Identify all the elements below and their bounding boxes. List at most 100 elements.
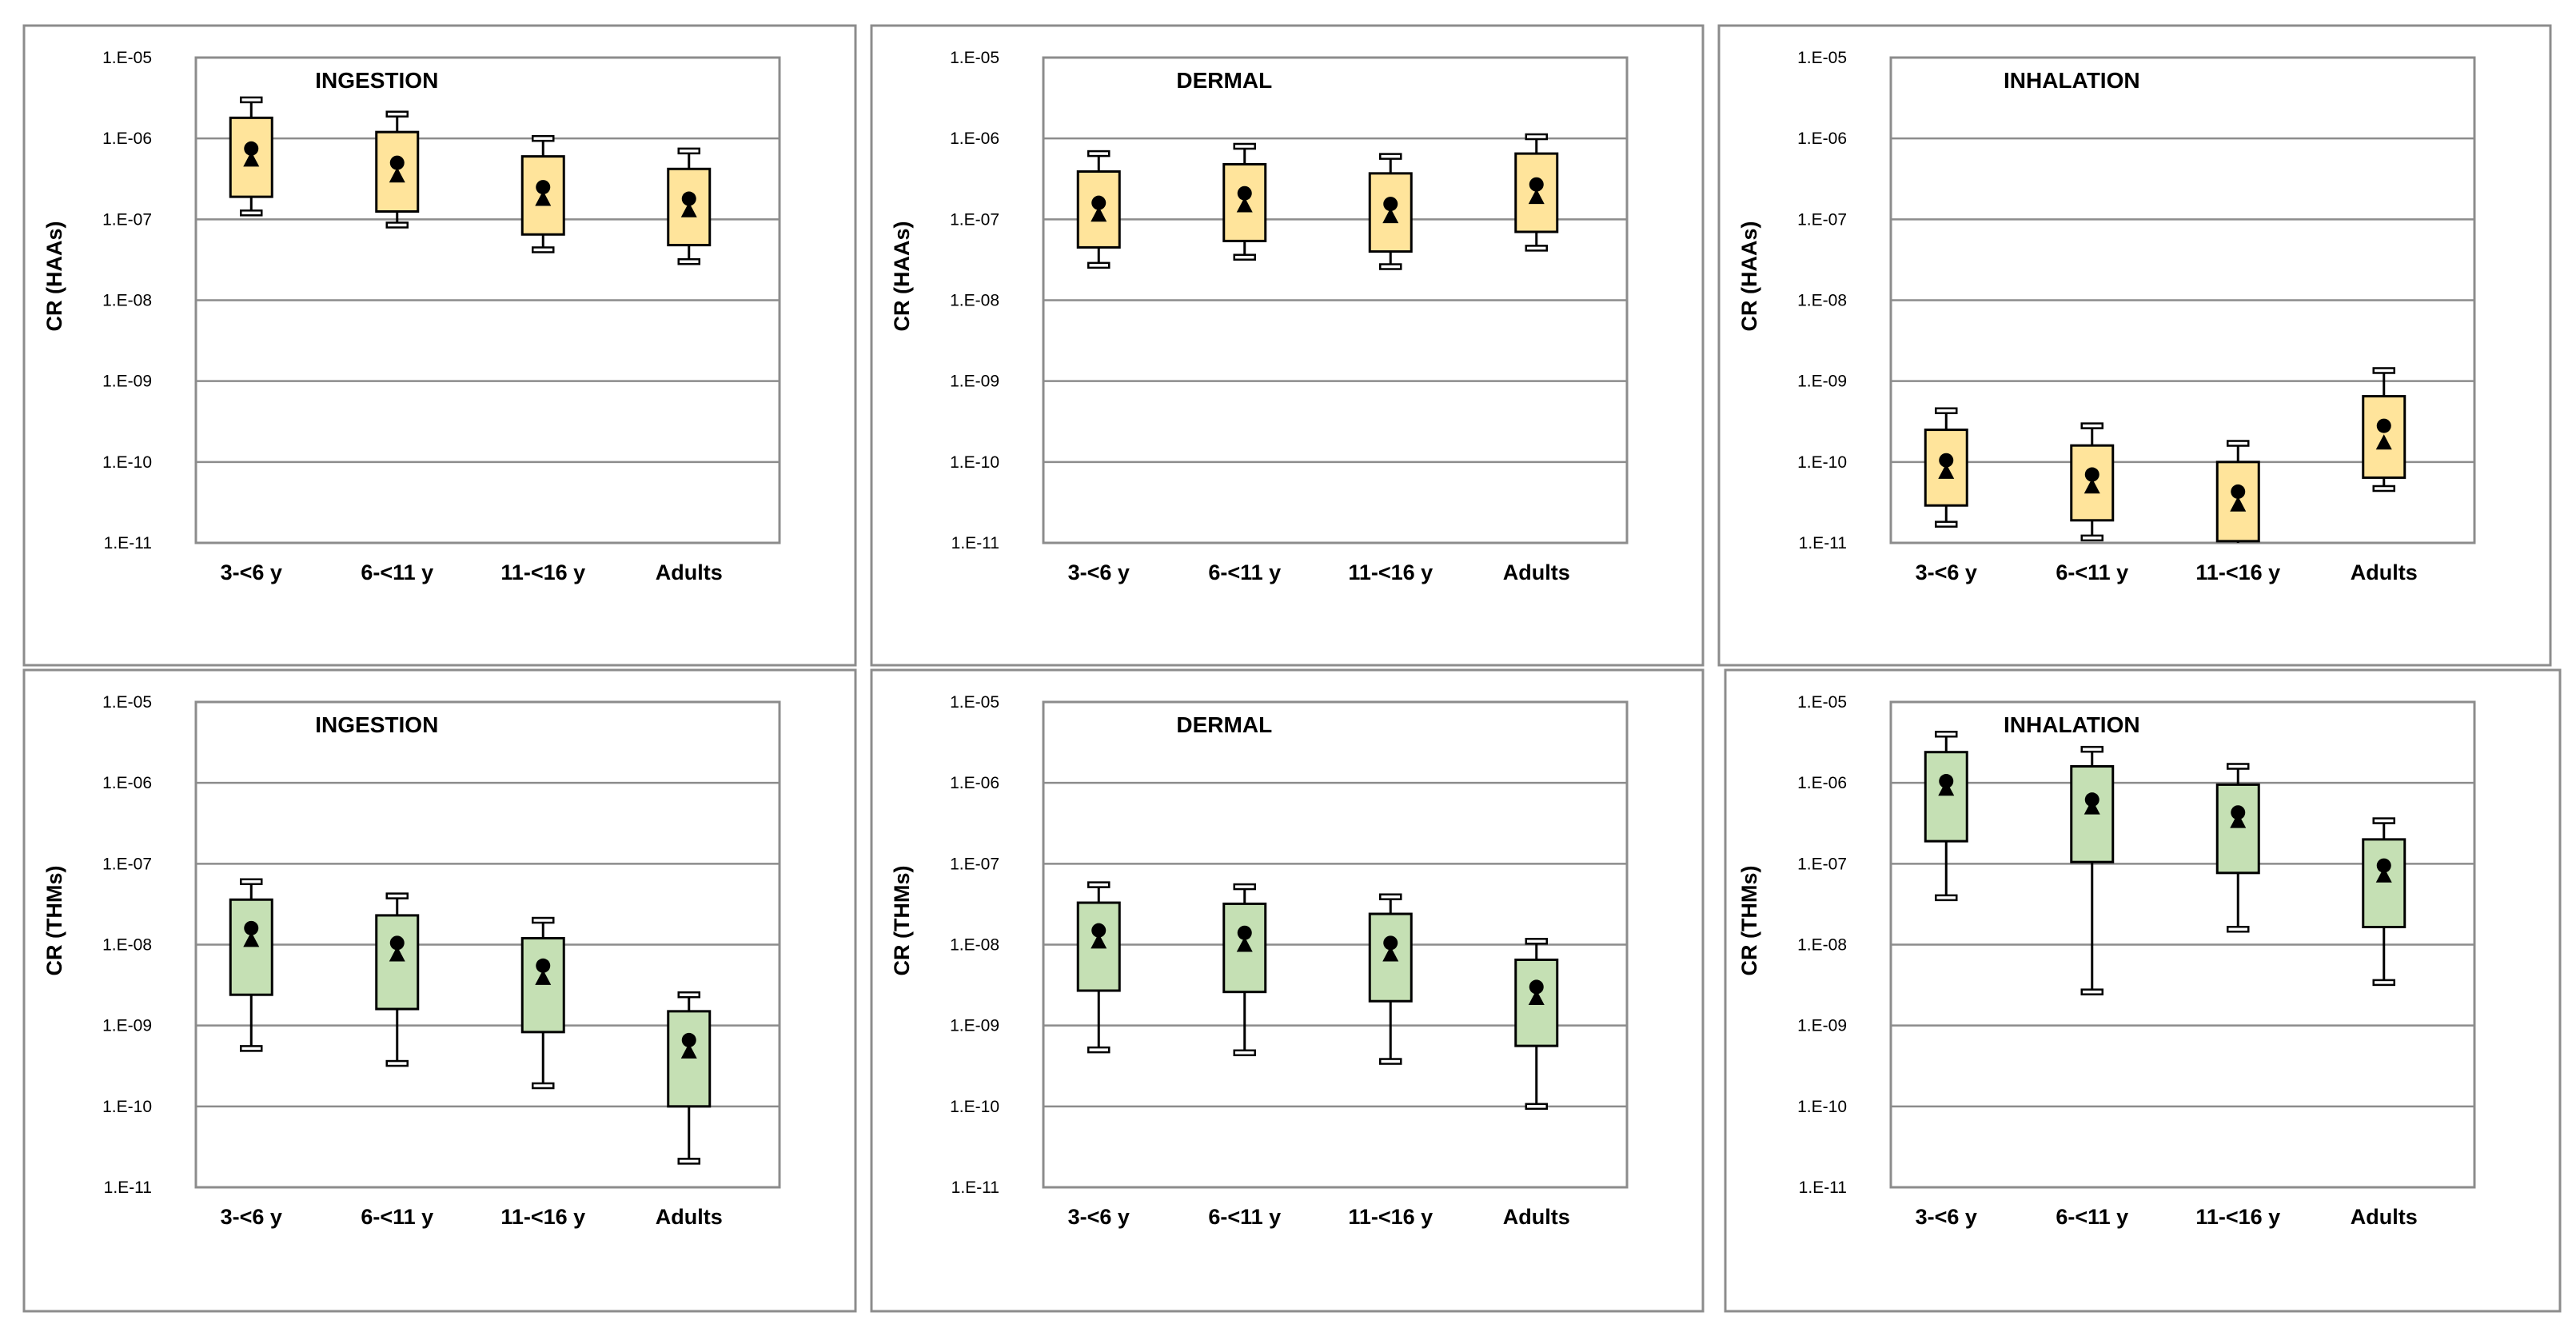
whisker-cap-min — [2372, 979, 2395, 987]
median-marker — [1938, 463, 1955, 479]
whisker-cap-min — [532, 246, 555, 253]
whisker-cap-min — [1233, 1049, 1256, 1057]
x-tick-label: 6-<11 y — [2056, 560, 2128, 584]
box-group — [1514, 133, 1559, 252]
median-marker — [535, 969, 552, 985]
whisker-cap-min — [2227, 925, 2250, 933]
whisker-cap-max — [1525, 938, 1548, 945]
x-tick-label: 3-<6 y — [1068, 1205, 1130, 1229]
box-group — [229, 878, 273, 1052]
whisker-cap-min — [677, 257, 700, 265]
y-tick-label: 1.E-10 — [1797, 1098, 1847, 1116]
iqr-box — [2070, 444, 2115, 522]
mean-marker — [244, 920, 259, 935]
iqr-box — [1514, 152, 1559, 233]
iqr-box — [2362, 838, 2407, 928]
plot-area-border — [194, 56, 781, 544]
whisker-cap-min — [1935, 520, 1958, 528]
median-marker — [1382, 208, 1399, 224]
box-group — [520, 134, 565, 253]
box-group — [1514, 938, 1559, 1111]
whisker-cap-max — [385, 110, 409, 118]
x-tick-label: 11-<16 y — [500, 1205, 585, 1229]
x-tick-label: 11-<16 y — [2195, 1205, 2280, 1229]
whisker-cap-min — [2080, 534, 2103, 542]
panel-2: 1.E-05 1.E-06 1.E-07 1.E-08 1.E-09 1.E-10 1.E-… — [870, 24, 1705, 667]
box-group — [2215, 440, 2260, 543]
whisker-cap-max — [1233, 142, 1256, 150]
y-tick-label: 1.E-11 — [104, 1178, 152, 1197]
x-tick-label: 3-<6 y — [1916, 560, 1977, 584]
y-tick-label: 1.E-11 — [951, 1178, 999, 1197]
whisker-cap-max — [385, 892, 409, 899]
median-marker — [1091, 206, 1107, 222]
whisker-cap-max — [2372, 367, 2395, 374]
y-axis-label: CR (THMs) — [42, 866, 66, 976]
y-tick-label: 1.E-05 — [102, 693, 152, 712]
x-tick-label: 3-<6 y — [1068, 560, 1130, 584]
y-tick-label: 1.E-05 — [102, 49, 152, 67]
y-tick-label: 1.E-09 — [950, 1017, 999, 1035]
plot-area-border — [1042, 56, 1629, 544]
whisker-cap-max — [1935, 731, 1958, 738]
y-tick-label: 1.E-08 — [1797, 936, 1847, 955]
panel-frame — [1717, 24, 2552, 667]
whisker-cap-max — [1379, 893, 1402, 900]
chart-title: DERMAL — [1176, 712, 1272, 737]
median-marker — [1236, 936, 1253, 952]
y-tick-label: 1.E-09 — [1797, 373, 1847, 391]
box-group — [2362, 817, 2407, 987]
box-group — [1368, 893, 1413, 1065]
x-tick-label: 11-<16 y — [1348, 1205, 1433, 1229]
iqr-box — [375, 914, 420, 1011]
median-marker — [680, 201, 697, 217]
panel-frame — [870, 668, 1705, 1313]
median-marker — [1938, 780, 1955, 796]
y-tick-label: 1.E-11 — [951, 534, 999, 552]
x-tick-label: 11-<16 y — [2195, 560, 2280, 584]
median-marker — [535, 190, 552, 206]
median-marker — [2375, 434, 2392, 450]
whisker-cap-min — [1379, 1058, 1402, 1065]
y-tick-label: 1.E-10 — [102, 1098, 152, 1116]
whisker-cap-min — [1087, 1046, 1111, 1054]
box-group — [2070, 422, 2115, 542]
y-axis-label: CR (HAAs) — [890, 221, 914, 332]
whisker-cap-min — [240, 1045, 263, 1052]
iqr-box — [1368, 912, 1413, 1003]
mean-marker — [1383, 935, 1398, 951]
whisker-cap-min — [2372, 485, 2395, 493]
y-tick-label: 1.E-10 — [950, 1098, 999, 1116]
y-tick-label: 1.E-06 — [1797, 130, 1847, 148]
median-marker — [389, 946, 405, 962]
x-tick-label: Adults — [2351, 560, 2418, 584]
median-marker — [1382, 946, 1399, 962]
mean-marker — [2376, 418, 2391, 433]
panel-frame — [22, 24, 857, 667]
mean-marker — [244, 141, 259, 156]
whisker-cap-min — [2080, 988, 2103, 995]
iqr-box — [520, 936, 565, 1034]
box-group — [1368, 153, 1413, 270]
whisker-cap-max — [2227, 440, 2250, 447]
box-group — [2070, 745, 2115, 995]
median-marker — [243, 931, 260, 947]
y-tick-label: 1.E-08 — [102, 292, 152, 310]
box-group — [1222, 142, 1267, 261]
panel-3: 1.E-05 1.E-06 1.E-07 1.E-08 1.E-09 1.E-10 1.E-… — [1717, 24, 2552, 667]
x-tick-label: 6-<11 y — [361, 1205, 433, 1229]
box-group — [520, 916, 565, 1090]
mean-marker — [536, 958, 551, 973]
y-tick-label: 1.E-08 — [1797, 292, 1847, 310]
whisker-cap-max — [1233, 883, 1256, 891]
x-tick-label: 6-<11 y — [1208, 560, 1281, 584]
whisker-cap-min — [1935, 894, 1958, 902]
mean-marker — [681, 191, 696, 206]
box-group — [667, 991, 712, 1165]
whisker-cap-min — [385, 1059, 409, 1067]
x-tick-label: Adults — [656, 1205, 723, 1229]
mean-marker — [389, 935, 405, 951]
median-marker — [2230, 812, 2247, 828]
y-tick-label: 1.E-06 — [950, 130, 999, 148]
